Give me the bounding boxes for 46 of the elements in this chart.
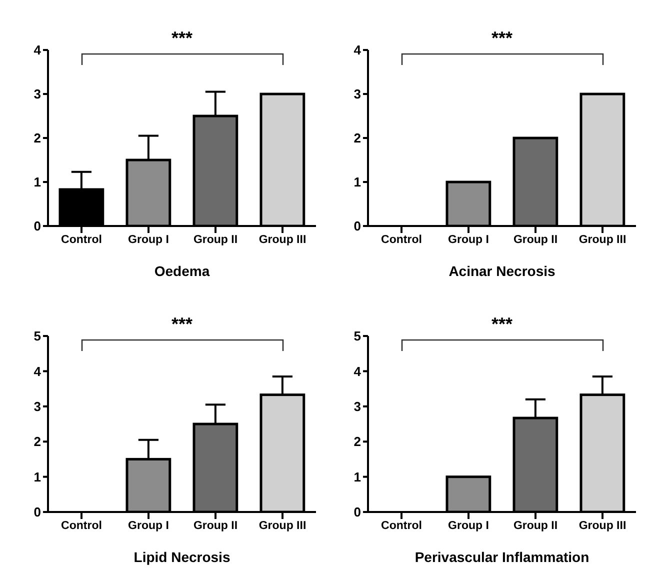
x-tick-label: Group II	[193, 520, 238, 532]
y-tick-label: 2	[354, 130, 361, 146]
y-tick-label: 1	[354, 469, 361, 484]
x-tick-label: Control	[381, 520, 422, 532]
y-tick-label: 2	[354, 434, 361, 450]
y-tick-label: 1	[354, 174, 361, 190]
text: ***	[491, 314, 512, 334]
x-tick-label: Control	[61, 520, 102, 532]
x-tick-label: Group I	[128, 234, 169, 246]
x-axis-title: Perivascular Inflammation	[414, 549, 590, 565]
y-tick-label: 0	[34, 504, 41, 520]
x-tick-label: Group II	[193, 234, 238, 246]
text: ***	[171, 314, 192, 334]
x-tick-label: Group III	[578, 234, 626, 246]
x-tick-label: Control	[381, 234, 422, 246]
x-tick-label: Control	[61, 234, 102, 246]
y-tick-label: 3	[354, 86, 361, 102]
y-tick-label: 3	[34, 86, 41, 102]
text: ***	[171, 28, 192, 48]
y-tick-label: 0	[354, 504, 361, 520]
y-tick-label: 4	[354, 42, 362, 58]
x-tick-label: Group III	[578, 520, 626, 532]
x-tick-label: Group I	[448, 234, 489, 246]
x-tick-label: Group II	[513, 234, 558, 246]
y-tick-label: 1	[34, 469, 41, 484]
y-tick-label: 5	[34, 328, 41, 344]
y-tick-label: 4	[34, 364, 42, 379]
x-axis-title: Lipid Necrosis	[134, 549, 230, 565]
y-tick-label: 0	[34, 218, 41, 234]
x-tick-label: Group I	[448, 520, 489, 532]
y-tick-label: 2	[34, 130, 41, 146]
y-tick-label: 4	[34, 42, 42, 58]
x-tick-label: Group III	[258, 234, 306, 246]
y-tick-label: 2	[34, 434, 41, 450]
x-axis-title: Oedema	[154, 263, 210, 279]
text: ***	[491, 28, 512, 48]
y-tick-label: 1	[34, 174, 41, 190]
x-tick-label: Group III	[258, 520, 306, 532]
x-tick-label: Group I	[128, 520, 169, 532]
y-tick-label: 0	[354, 218, 361, 234]
x-tick-label: Group II	[513, 520, 558, 532]
y-tick-label: 3	[354, 399, 361, 414]
y-tick-label: 5	[354, 328, 361, 344]
y-tick-label: 3	[34, 399, 41, 414]
y-tick-label: 4	[354, 364, 362, 379]
x-axis-title: Acinar Necrosis	[448, 263, 556, 279]
